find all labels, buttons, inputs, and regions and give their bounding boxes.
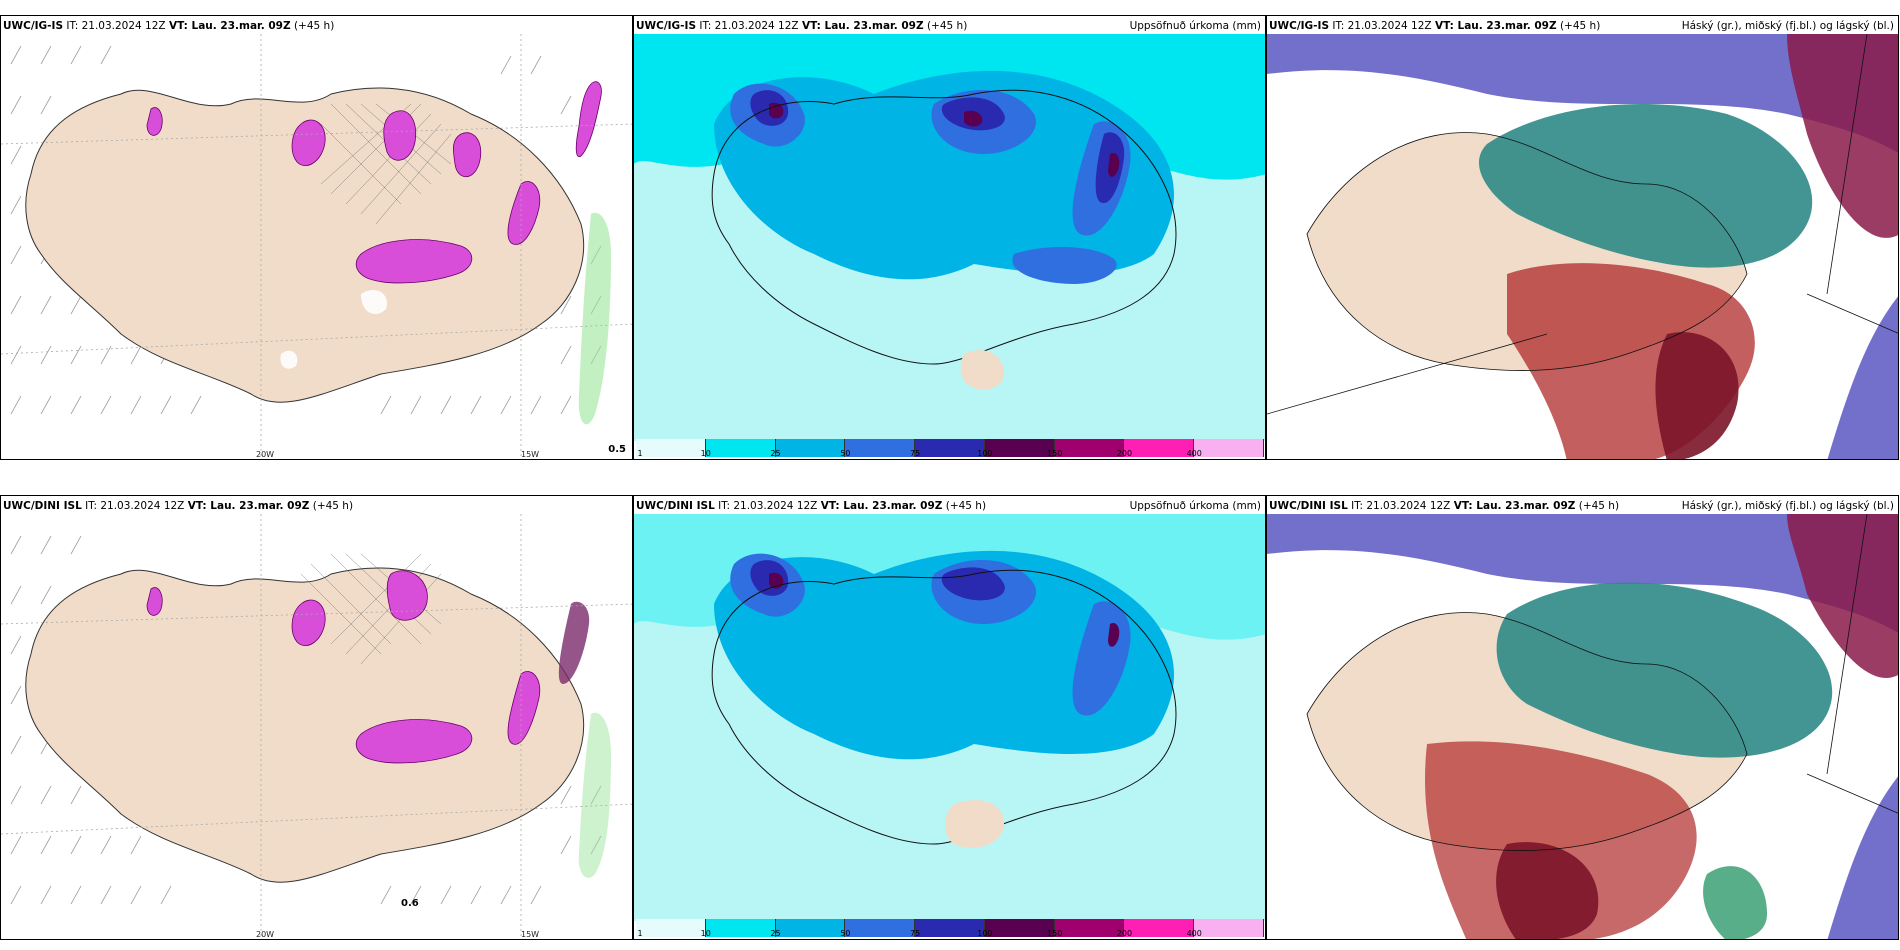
corner-value: 0.5: [608, 444, 626, 455]
lon-label-20w: 20W: [256, 930, 275, 939]
colorbar-tick-label: 25: [770, 449, 781, 458]
colorbar-tick-label: 75: [910, 929, 921, 938]
corner-value: 0.6: [401, 898, 419, 909]
colorbar-swatch: [775, 919, 846, 937]
colorbar-swatch: [1194, 919, 1264, 937]
precip-map: [634, 514, 1265, 921]
colorbar-tick-label: 75: [910, 449, 921, 458]
colorbar-tick-label: 1: [637, 929, 643, 938]
colorbar-swatch: [705, 919, 776, 937]
precip-colorbar: 1 10 25 50 75 100 150 200 400: [636, 919, 1264, 938]
colorbar-swatch: [636, 439, 706, 457]
colorbar-swatch: [1054, 439, 1125, 457]
colorbar-tick-label: 50: [840, 929, 851, 938]
colorbar-swatch: [775, 439, 846, 457]
colorbar-swatch: [984, 439, 1055, 457]
colorbar-tick-label: 100: [977, 929, 993, 938]
colorbar-swatch: [705, 439, 776, 457]
precip-colorbar: 1 10 25 50 75 100 150 200 400: [636, 439, 1264, 458]
colorbar-swatch: [1124, 439, 1195, 457]
ptype-map: [1, 514, 632, 939]
colorbar-tick-label: 200: [1116, 929, 1133, 938]
colorbar-swatch: [636, 919, 706, 937]
lon-label-20w: 20W: [256, 450, 275, 459]
panel-subtitle: Háský (gr.), miðský (fj.bl.) og lágský (…: [1681, 500, 1894, 512]
panel-header: UWC/IG-IS IT: 21.03.2024 12Z VT: Lau. 23…: [636, 20, 1261, 32]
panel-r1-clouds: UWC/IG-IS IT: 21.03.2024 12Z VT: Lau. 23…: [1266, 15, 1899, 460]
colorbar-tick-label: 400: [1186, 929, 1202, 938]
colorbar-swatch: [845, 439, 916, 457]
panel-subtitle: Háský (gr.), miðský (fj.bl.) og lágský (…: [1681, 20, 1894, 32]
clouds-map: [1267, 34, 1898, 459]
panel-header: UWC/DINI ISL IT: 21.03.2024 12Z VT: Lau.…: [1269, 500, 1894, 512]
panel-header: UWC/DINI ISL IT: 21.03.2024 12Z VT: Lau.…: [636, 500, 1261, 512]
clouds-map: [1267, 514, 1898, 939]
colorbar-tick-label: 150: [1047, 929, 1063, 938]
panel-header: UWC/IG-IS IT: 21.03.2024 12Z VT: Lau. 23…: [1269, 20, 1894, 32]
panel-header: UWC/IG-IS IT: 21.03.2024 12Z VT: Lau. 23…: [3, 20, 335, 32]
precip-map: [634, 34, 1265, 441]
colorbar-tick-label: 1: [637, 449, 643, 458]
ptype-map: [1, 34, 632, 459]
panel-header: UWC/DINI ISL IT: 21.03.2024 12Z VT: Lau.…: [3, 500, 354, 512]
colorbar-tick-label: 400: [1186, 449, 1202, 458]
colorbar-swatch: [915, 919, 985, 937]
panel-r1-precip: UWC/IG-IS IT: 21.03.2024 12Z VT: Lau. 23…: [633, 15, 1266, 460]
colorbar-tick-label: 100: [977, 449, 993, 458]
panel-r1-ptype: UWC/IG-IS IT: 21.03.2024 12Z VT: Lau. 23…: [0, 15, 633, 460]
panel-r2-precip: UWC/DINI ISL IT: 21.03.2024 12Z VT: Lau.…: [633, 495, 1266, 940]
colorbar-tick-label: 50: [840, 449, 851, 458]
colorbar-swatch: [915, 439, 985, 457]
colorbar-swatch: [1124, 919, 1195, 937]
colorbar-tick-label: 25: [770, 929, 781, 938]
colorbar-tick-label: 10: [700, 449, 711, 458]
colorbar-tick-label: 10: [700, 929, 711, 938]
panel-subtitle: Uppsöfnuð úrkoma (mm): [1129, 20, 1261, 32]
colorbar-swatch: [984, 919, 1055, 937]
lon-label-15w: 15W: [521, 450, 540, 459]
panel-r2-clouds: UWC/DINI ISL IT: 21.03.2024 12Z VT: Lau.…: [1266, 495, 1899, 940]
colorbar-swatch: [1054, 919, 1125, 937]
lon-label-15w: 15W: [521, 930, 540, 939]
panel-subtitle: Uppsöfnuð úrkoma (mm): [1129, 500, 1261, 512]
colorbar-swatch: [845, 919, 916, 937]
colorbar-swatch: [1194, 439, 1264, 457]
panel-r2-ptype: UWC/DINI ISL IT: 21.03.2024 12Z VT: Lau.…: [0, 495, 633, 940]
colorbar-tick-label: 150: [1047, 449, 1063, 458]
colorbar-tick-label: 200: [1116, 449, 1133, 458]
